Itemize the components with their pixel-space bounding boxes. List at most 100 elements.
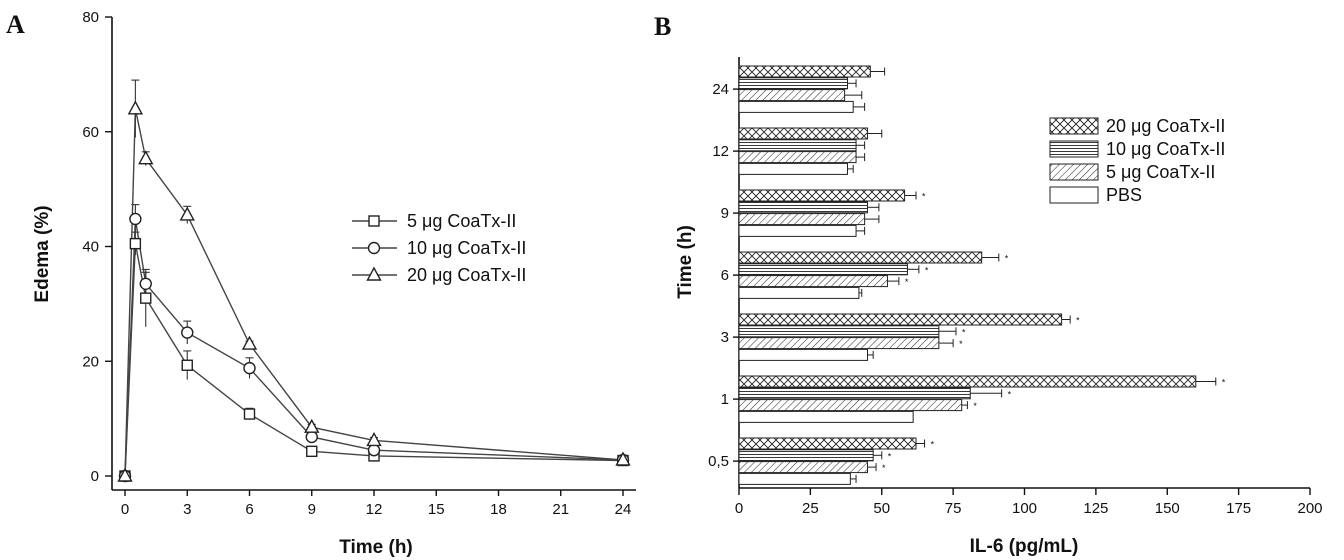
panel-b-x-tick-label: 100 [1012,500,1037,517]
bar [738,77,848,90]
bar [738,437,917,450]
legend-swatch [1049,140,1099,158]
panel-a-y-tick-label: 40 [82,239,99,256]
bar [738,224,857,237]
significance-marker: * [1008,389,1012,399]
significance-marker: * [925,265,929,275]
significance-marker: * [888,451,892,461]
bar [738,251,983,264]
panel-b-x-tick-label: 25 [802,500,819,517]
data-point [140,292,152,304]
panel-a-y-tick-label: 0 [91,468,99,485]
panel-a-letter: A [6,10,25,39]
bar [738,162,848,175]
significance-marker: * [922,192,926,202]
panel-b-bars: ************* [738,65,1226,485]
panel-b-x-tick-label: 200 [1297,500,1322,517]
significance-marker: * [905,277,909,287]
significance-marker: * [973,401,977,411]
bar [738,127,868,140]
panel-a-x-tick-label: 9 [308,501,316,518]
significance-marker: * [1005,254,1009,264]
bar [738,189,906,202]
bar [738,213,866,226]
panel-a-x-tick-label: 3 [183,501,191,518]
significance-marker: * [1076,316,1080,326]
legend-swatch [1049,117,1099,135]
series-line [124,108,624,477]
panel-a-y-tick-label: 20 [82,353,99,370]
panel-a-series [117,79,631,483]
panel-a-x-tick-label: 6 [245,501,253,518]
bar [738,375,1197,388]
panel-b-y-tick-label: 0,5 [708,453,729,470]
bar [738,348,868,361]
data-point [241,335,258,350]
legend-label: PBS [1106,185,1142,205]
bar [738,65,871,78]
panel-b-x-tick-label: 50 [873,500,890,517]
bar [738,313,1063,326]
data-point [305,430,318,444]
bar [738,201,868,214]
panel-b-x-tick-label: 0 [735,500,743,517]
data-point [367,443,381,457]
panel-a-line-chart: A 0 3 6 9 12 15 18 21 24 0 20 40 60 80 Time (h) Edema… [6,9,636,558]
data-point [243,361,256,375]
panel-b-legend: 20 μg CoaTx-II 10 μg CoaTx-II 5 μg CoaTx-I… [1049,116,1225,205]
legend-label: 5 μg CoaTx-II [407,211,516,231]
data-point [138,150,154,165]
bar [738,100,854,113]
panel-a-y-tick-label: 80 [82,9,99,26]
bar [738,387,971,400]
significance-marker: * [962,327,966,337]
panel-b-y-tick-label: 24 [712,81,729,98]
significance-marker: * [882,463,886,473]
significance-marker: * [1222,378,1226,388]
data-point [181,326,194,339]
bar [738,472,851,485]
bar [738,399,963,412]
panel-b-x-tick-label: 75 [945,500,962,517]
panel-a-x-tick-label: 18 [490,501,507,518]
bar [738,89,846,102]
data-point [366,431,382,447]
legend-marker [368,215,380,227]
panel-b-y-tick-label: 9 [721,205,729,222]
panel-b-x-tick-label: 150 [1155,500,1180,517]
legend-swatch [1049,186,1099,204]
series-line [124,243,624,477]
data-point [117,467,133,482]
bar [738,410,914,423]
data-point [129,237,142,250]
panel-b-x-axis-title: IL-6 (pg/mL) [970,536,1079,557]
bar [738,263,908,276]
series-line [124,218,624,477]
panel-a-ticks: 0 3 6 9 12 15 18 21 24 0 20 40 60 80 [82,9,631,518]
bar [738,449,874,462]
legend-swatch [1049,163,1099,181]
bar [738,151,857,164]
panel-b-y-tick-label: 6 [721,267,729,284]
data-point [179,206,195,221]
panel-a-x-tick-label: 15 [428,501,445,518]
panel-b-ticks: 0 25 50 75 100 125 150 175 200 24 12 9 6 3 1 0,5 [708,81,1322,517]
data-point [243,408,256,420]
panel-b-y-axis-title: Time (h) [675,225,696,299]
panel-b-letter: B [654,12,671,41]
panel-a-x-tick-label: 12 [366,501,383,518]
legend-marker [366,266,382,281]
legend-label: 10 μg CoaTx-II [407,238,526,258]
bar [738,139,857,152]
panel-a-legend: 5 μg CoaTx-II 10 μg CoaTx-II 20 μg CoaTx-I… [352,211,526,285]
data-point [129,212,142,226]
panel-a-x-tick-label: 24 [615,501,632,518]
data-point [306,445,318,458]
bar [738,325,940,338]
data-point [139,277,152,290]
bar [738,275,888,288]
legend-label: 10 μg CoaTx-II [1106,139,1225,159]
data-point [181,359,193,371]
panel-a-x-tick-label: 21 [552,501,569,518]
